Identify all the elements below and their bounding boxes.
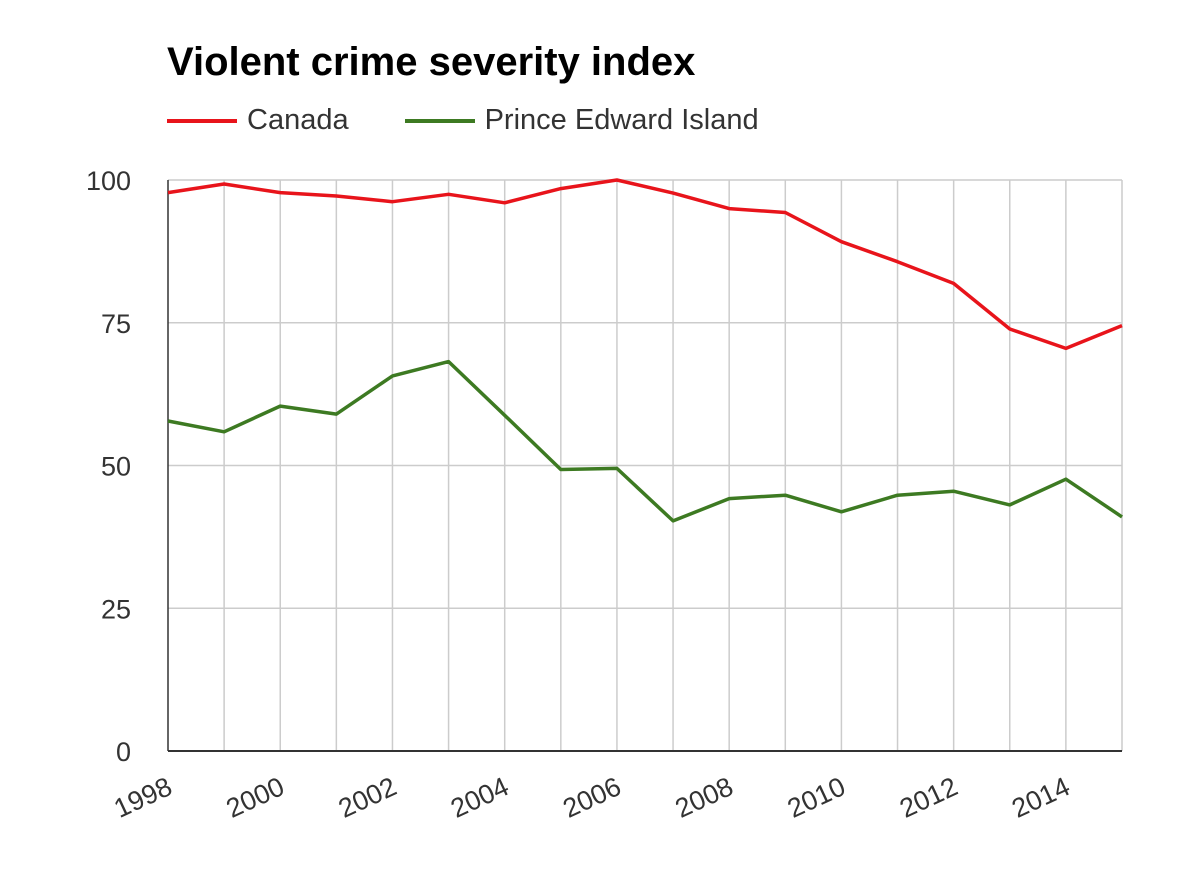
series-line-canada [167,178,1123,351]
x-tick-label: 2012 [895,771,962,824]
y-tick-label: 25 [101,594,131,624]
legend-item-canada: Canada [167,104,349,137]
x-tick-label: 2006 [558,771,625,824]
y-tick-label: 50 [101,452,131,482]
legend-swatch-pei [404,118,475,123]
grid-lines [168,179,1123,751]
x-tick-label: 2004 [446,771,513,824]
x-tick-label: 2002 [334,771,401,824]
y-tick-label: 100 [86,166,131,196]
legend-label-pei: Prince Edward Island [484,104,759,136]
x-tick-label: 2014 [1007,771,1074,824]
legend-label-canada: Canada [247,104,349,136]
y-tick-label: 0 [116,737,131,767]
chart-title: Violent crime severity index [167,40,696,84]
legend: Canada Prince Edward Island [167,104,815,137]
legend-swatch-canada [167,118,237,123]
x-tick-label: 2000 [222,771,289,824]
series-lines [167,178,1123,523]
x-tick-label: 2008 [671,771,738,824]
tick-labels: 0 25 50 75 100 1998 2000 2002 2004 2006 2008 2010 20… [86,166,1074,824]
legend-item-pei: Prince Edward Island [404,104,759,137]
y-tick-label: 75 [101,309,131,339]
axes [167,180,1122,752]
series-line-prince-edward-island [167,359,1123,523]
x-tick-label: 1998 [109,771,176,824]
x-tick-label: 2010 [783,771,850,824]
